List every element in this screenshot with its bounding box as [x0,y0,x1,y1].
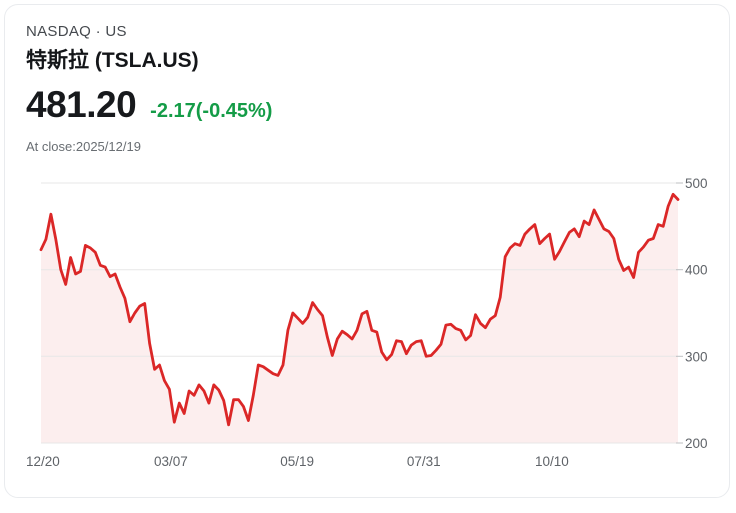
at-close-timestamp: At close:2025/12/19 [26,139,141,154]
price-change: -2.17(-0.45%) [150,100,273,122]
exchange-label: NASDAQ · US [26,23,127,40]
stock-title: 特斯拉 (TSLA.US) [26,49,199,72]
price-row: 481.20 -2.17(-0.45%) [26,84,272,126]
stock-quote-card [4,4,730,498]
last-price: 481.20 [26,84,137,125]
